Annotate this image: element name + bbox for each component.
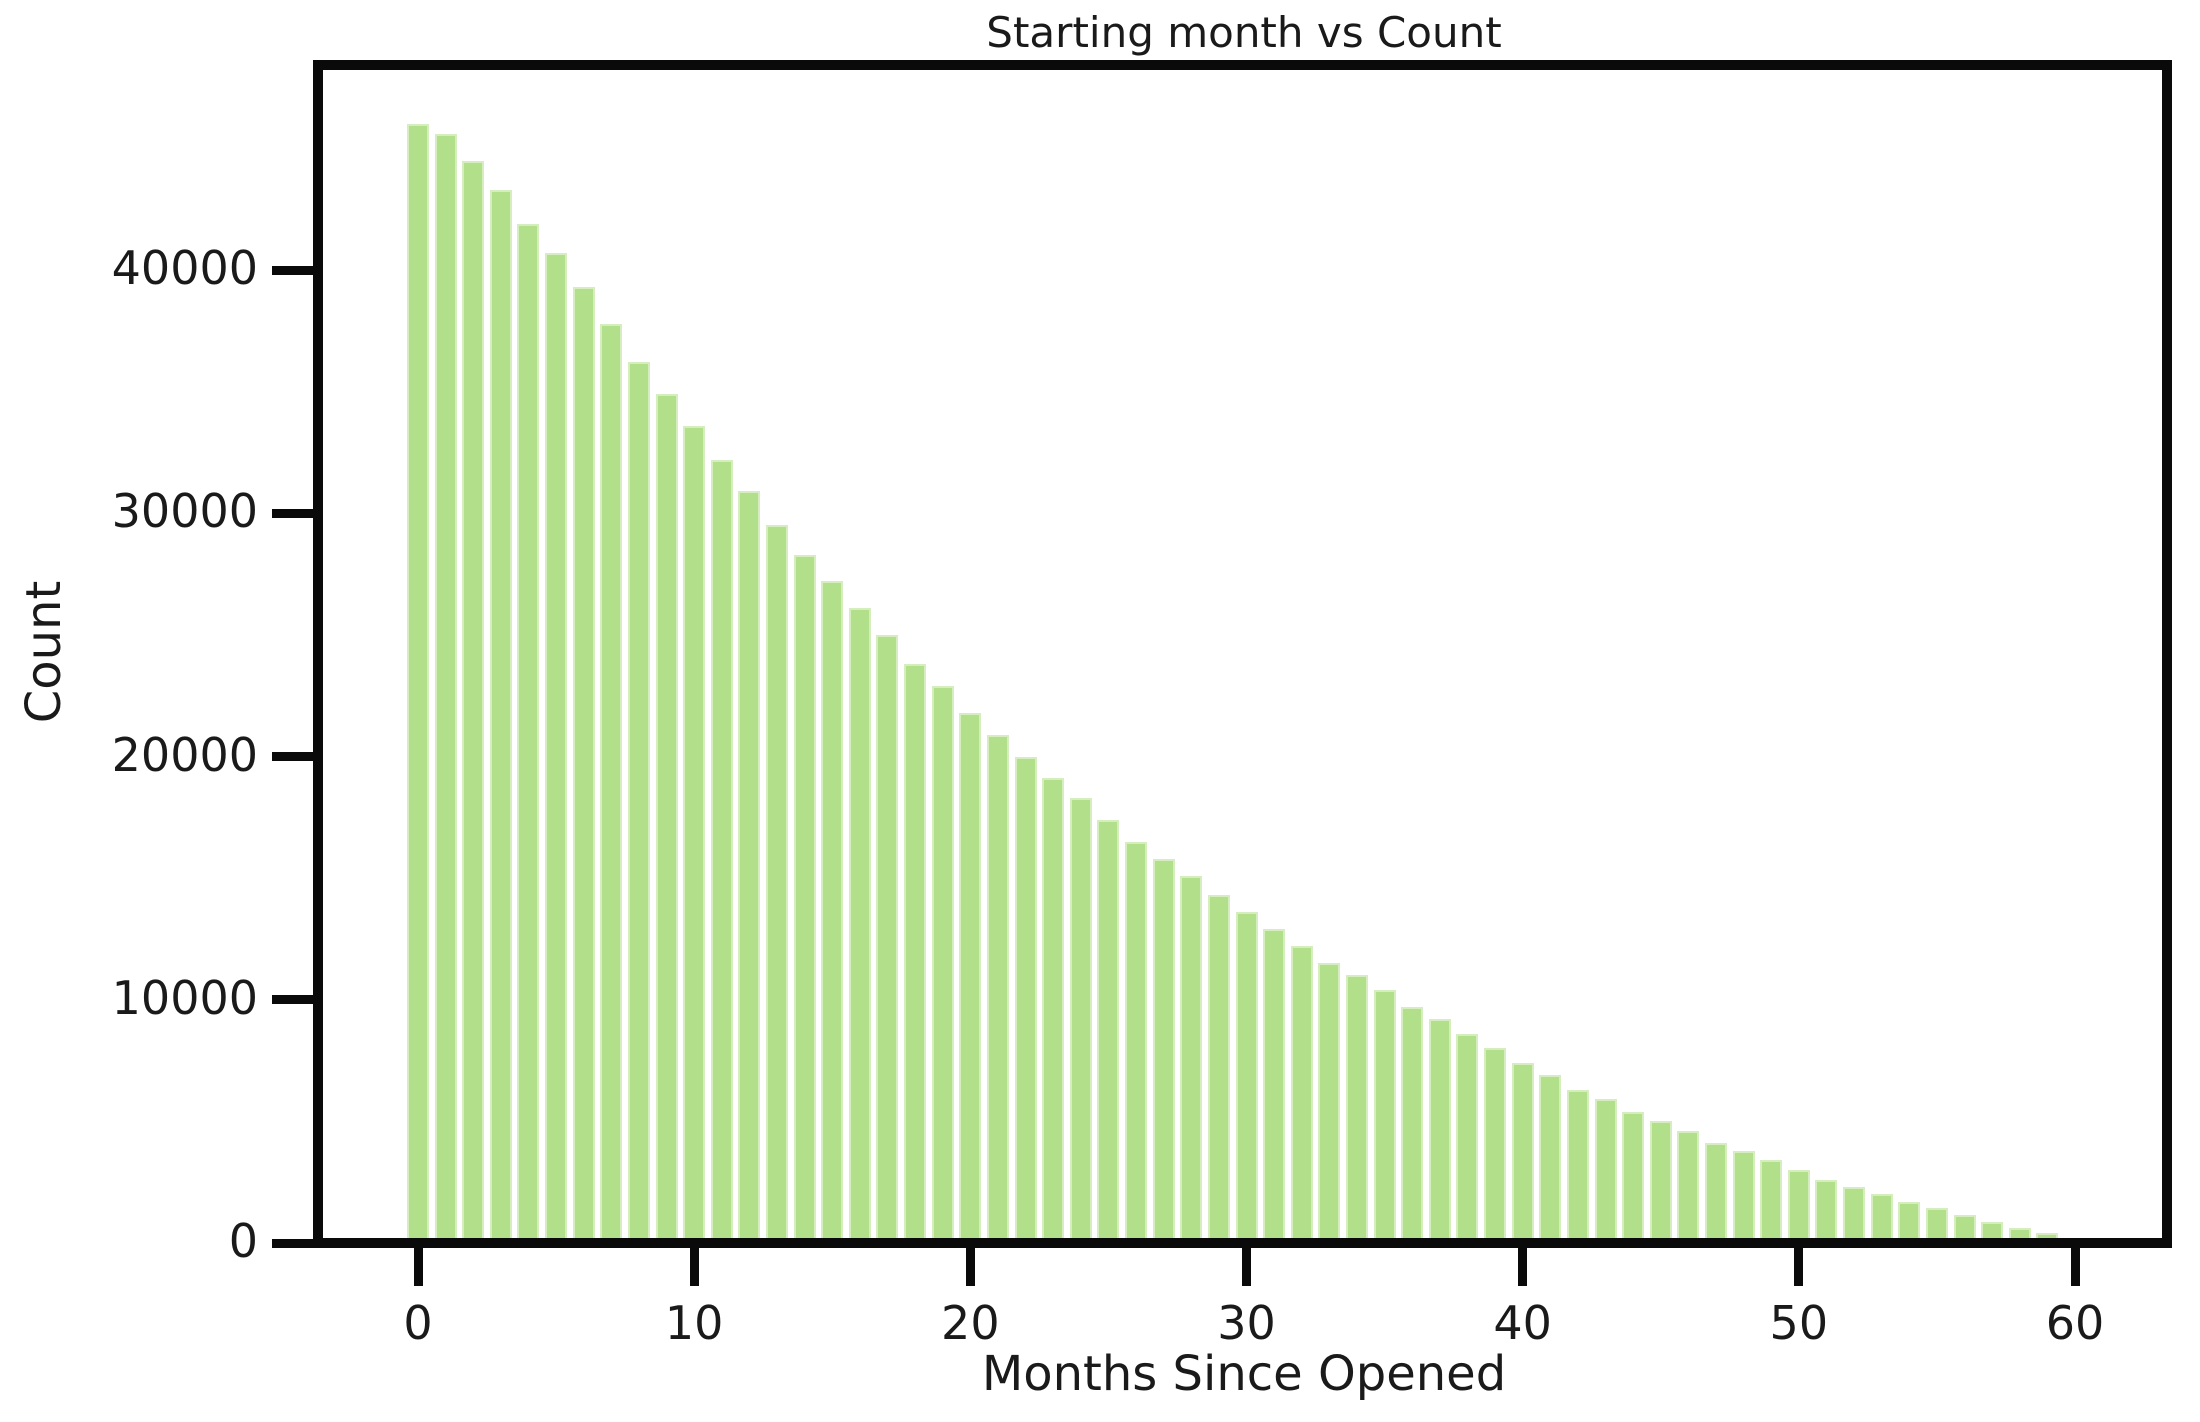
bar: [904, 664, 927, 1240]
x-tick: [2070, 1248, 2080, 1286]
bar: [655, 394, 678, 1240]
y-tick: [272, 1238, 315, 1248]
bar: [1456, 1033, 1479, 1240]
x-tick-label: 50: [1769, 1296, 1829, 1350]
bar: [1290, 946, 1313, 1240]
bar: [1345, 975, 1368, 1240]
bar: [1898, 1201, 1921, 1240]
bar: [1649, 1121, 1672, 1240]
bar: [1539, 1075, 1562, 1240]
x-tick: [1242, 1248, 1251, 1286]
bar: [1870, 1194, 1893, 1240]
x-axis-label: Months Since Opened: [981, 1346, 1507, 1402]
y-tick: [272, 752, 315, 761]
bar: [1042, 778, 1065, 1240]
bar: [1704, 1143, 1727, 1240]
bar: [1125, 841, 1148, 1240]
bar: [931, 685, 954, 1240]
y-tick-label: 10000: [111, 970, 258, 1025]
bar: [821, 581, 844, 1240]
bar: [710, 459, 733, 1240]
bar: [489, 189, 512, 1240]
x-tick: [1518, 1248, 1528, 1286]
bar: [1097, 819, 1120, 1240]
bar: [683, 425, 706, 1240]
bar: [766, 525, 789, 1240]
y-tick: [272, 265, 315, 275]
x-tick: [689, 1248, 699, 1286]
x-tick-label: 0: [403, 1296, 433, 1350]
y-tick: [272, 995, 315, 1005]
y-tick-label: 0: [228, 1213, 258, 1268]
bar: [2036, 1232, 2059, 1240]
bar: [1069, 797, 1092, 1240]
bar: [1318, 963, 1341, 1240]
bar: [627, 362, 650, 1240]
bar: [1815, 1179, 1838, 1240]
bar: [1207, 895, 1230, 1240]
bar: [1594, 1099, 1617, 1240]
bar: [1152, 858, 1175, 1240]
bar: [848, 608, 871, 1240]
x-tick-label: 20: [941, 1296, 1000, 1350]
bar: [1180, 875, 1203, 1240]
bar: [1622, 1111, 1645, 1240]
bar: [1760, 1160, 1783, 1240]
bar: [1787, 1170, 1810, 1240]
bar: [1566, 1089, 1589, 1240]
bar: [1925, 1207, 1948, 1240]
bar: [1235, 912, 1258, 1240]
x-tick-label: 10: [664, 1296, 724, 1350]
bar: [1981, 1222, 2004, 1240]
bar: [572, 287, 595, 1240]
bar: [407, 124, 429, 1240]
bar: [1428, 1019, 1451, 1240]
x-tick-label: 40: [1493, 1296, 1552, 1350]
bar: [1732, 1150, 1755, 1240]
bar: [1373, 990, 1396, 1240]
bar: [1843, 1187, 1866, 1240]
bar: [545, 252, 568, 1240]
x-tick: [413, 1248, 423, 1286]
chart-title: Starting month vs Count: [986, 8, 1502, 57]
y-axis-label: Count: [16, 580, 72, 724]
bar: [462, 160, 485, 1240]
bar: [738, 491, 761, 1240]
x-tick: [1794, 1248, 1804, 1286]
x-tick: [965, 1248, 975, 1286]
bar: [1014, 756, 1037, 1240]
bar: [2008, 1227, 2031, 1240]
bar: [959, 712, 982, 1240]
bar: [600, 323, 623, 1240]
bar: [434, 133, 457, 1240]
y-tick-label: 30000: [111, 484, 258, 539]
bar: [986, 734, 1009, 1240]
x-tick-label: 60: [2045, 1296, 2105, 1350]
bar: [793, 554, 816, 1240]
y-tick-label: 20000: [111, 727, 258, 782]
bar: [1401, 1007, 1424, 1240]
x-tick-label: 30: [1217, 1296, 1276, 1350]
bar: [1263, 929, 1286, 1240]
bar: [1677, 1131, 1700, 1240]
bar: [1511, 1062, 1534, 1240]
y-tick-label: 40000: [111, 240, 258, 295]
y-tick: [272, 508, 315, 518]
bar: [517, 223, 540, 1240]
bar: [1484, 1048, 1507, 1240]
bar: [876, 634, 899, 1240]
bar: [1953, 1215, 1976, 1240]
